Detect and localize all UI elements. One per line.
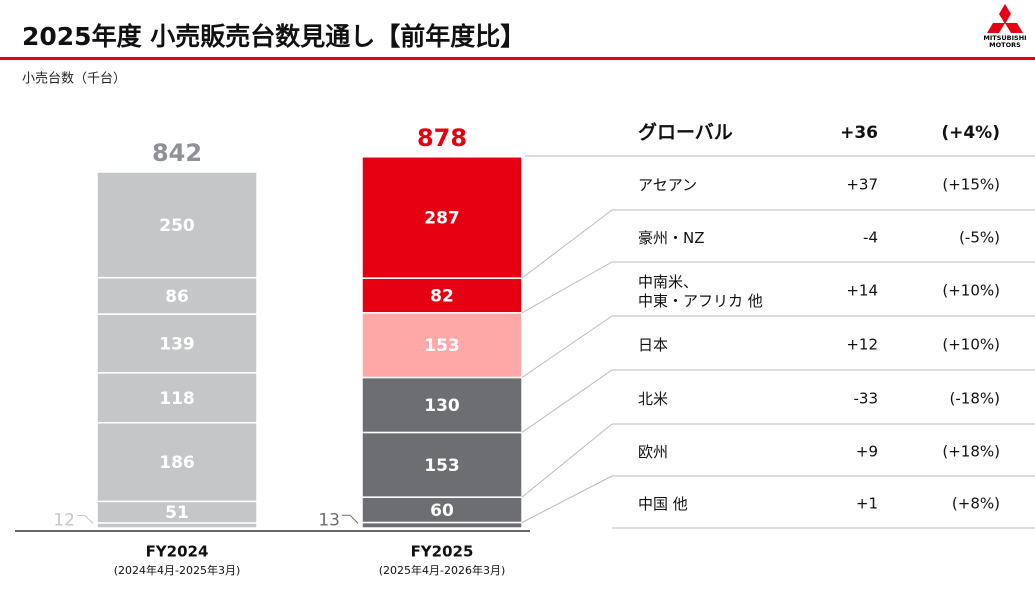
region-line: 北米 xyxy=(638,390,668,408)
period-label: (2025年4月-2026年3月) xyxy=(379,563,506,577)
total-label: 878 xyxy=(417,124,467,152)
region-line: 日本 xyxy=(638,336,668,354)
bar-segment xyxy=(96,372,258,424)
bar-segment xyxy=(361,156,523,279)
total-label: 842 xyxy=(152,139,202,167)
change-pct: (+18%) xyxy=(942,443,1000,461)
segment-label: 82 xyxy=(430,286,454,306)
logo-text: MITSUBISHI xyxy=(983,34,1026,42)
bar-segment xyxy=(361,312,523,379)
segment-label: 130 xyxy=(424,396,460,416)
category-label: FY2024 xyxy=(146,543,209,561)
logo: MITSUBISHI MOTORS xyxy=(983,4,1027,49)
segment-label: 250 xyxy=(159,216,195,236)
bar-segment xyxy=(361,431,523,498)
table-header: グローバル xyxy=(638,121,733,144)
segment-label: 139 xyxy=(159,334,195,354)
region-name: 北米 xyxy=(638,390,668,408)
connector xyxy=(521,209,613,279)
region-name: 豪州・NZ xyxy=(638,229,705,247)
segment-label: 12 xyxy=(53,510,75,530)
period-label: (2024年4月-2025年3月) xyxy=(114,563,241,577)
region-line: 中南米、 xyxy=(638,273,698,291)
segment-label: 153 xyxy=(424,456,460,476)
connector xyxy=(521,423,613,498)
region-name: 日本 xyxy=(638,336,668,354)
region-name: 欧州 xyxy=(638,443,668,461)
segment-label: 153 xyxy=(424,336,460,356)
segment-label: 51 xyxy=(165,503,189,523)
change-pct: (+10%) xyxy=(942,336,1000,354)
change: +12 xyxy=(846,336,878,354)
connector xyxy=(521,261,613,314)
bar-segment xyxy=(361,521,523,529)
change-pct: (-18%) xyxy=(950,390,1000,408)
change-pct: (+10%) xyxy=(942,282,1000,300)
segment-label: 60 xyxy=(430,501,454,521)
logo-text: MOTORS xyxy=(989,41,1021,49)
change: +37 xyxy=(846,176,878,194)
change-pct: (+15%) xyxy=(942,176,1000,194)
change-pct: (-5%) xyxy=(959,229,1000,247)
segment-label: 13 xyxy=(318,510,340,530)
label-leader xyxy=(342,514,359,524)
change: +9 xyxy=(856,443,878,461)
change: -4 xyxy=(863,229,878,247)
bar-segment xyxy=(96,171,258,279)
segment-label: 86 xyxy=(165,287,189,307)
region-line: アセアン xyxy=(638,176,697,194)
change-pct: (+8%) xyxy=(952,495,1000,513)
bar-segment xyxy=(361,277,523,314)
region-line: 欧州 xyxy=(638,443,668,461)
connector xyxy=(521,369,613,433)
category-label: FY2025 xyxy=(411,543,474,561)
title-rule xyxy=(0,57,1035,60)
region-line: 中国 他 xyxy=(638,495,688,513)
segment-label: 287 xyxy=(424,208,460,228)
change: +14 xyxy=(846,282,878,300)
title: 2025年度 小売販売台数見通し【前年度比】 xyxy=(22,22,525,51)
segment-label: 186 xyxy=(159,453,195,473)
region-name: 中南米、中東・アフリカ 他 xyxy=(638,273,763,310)
connector xyxy=(521,475,613,523)
region-line: 中東・アフリカ 他 xyxy=(638,292,763,310)
change: +1 xyxy=(856,495,878,513)
bar-segment xyxy=(361,376,523,434)
bar-segment xyxy=(96,421,258,503)
region-line: 豪州・NZ xyxy=(638,229,705,247)
connector xyxy=(521,315,613,378)
unit-label: 小売台数（千台） xyxy=(22,71,126,87)
bar-segment xyxy=(96,313,258,374)
region-name: 中国 他 xyxy=(638,495,688,513)
table-header: (+4%) xyxy=(941,123,1000,143)
change: -33 xyxy=(854,390,879,408)
bar-segment xyxy=(96,522,258,529)
table-header: +36 xyxy=(840,123,878,143)
segment-label: 118 xyxy=(159,389,195,409)
label-leader xyxy=(77,514,94,524)
region-name: アセアン xyxy=(638,176,697,194)
